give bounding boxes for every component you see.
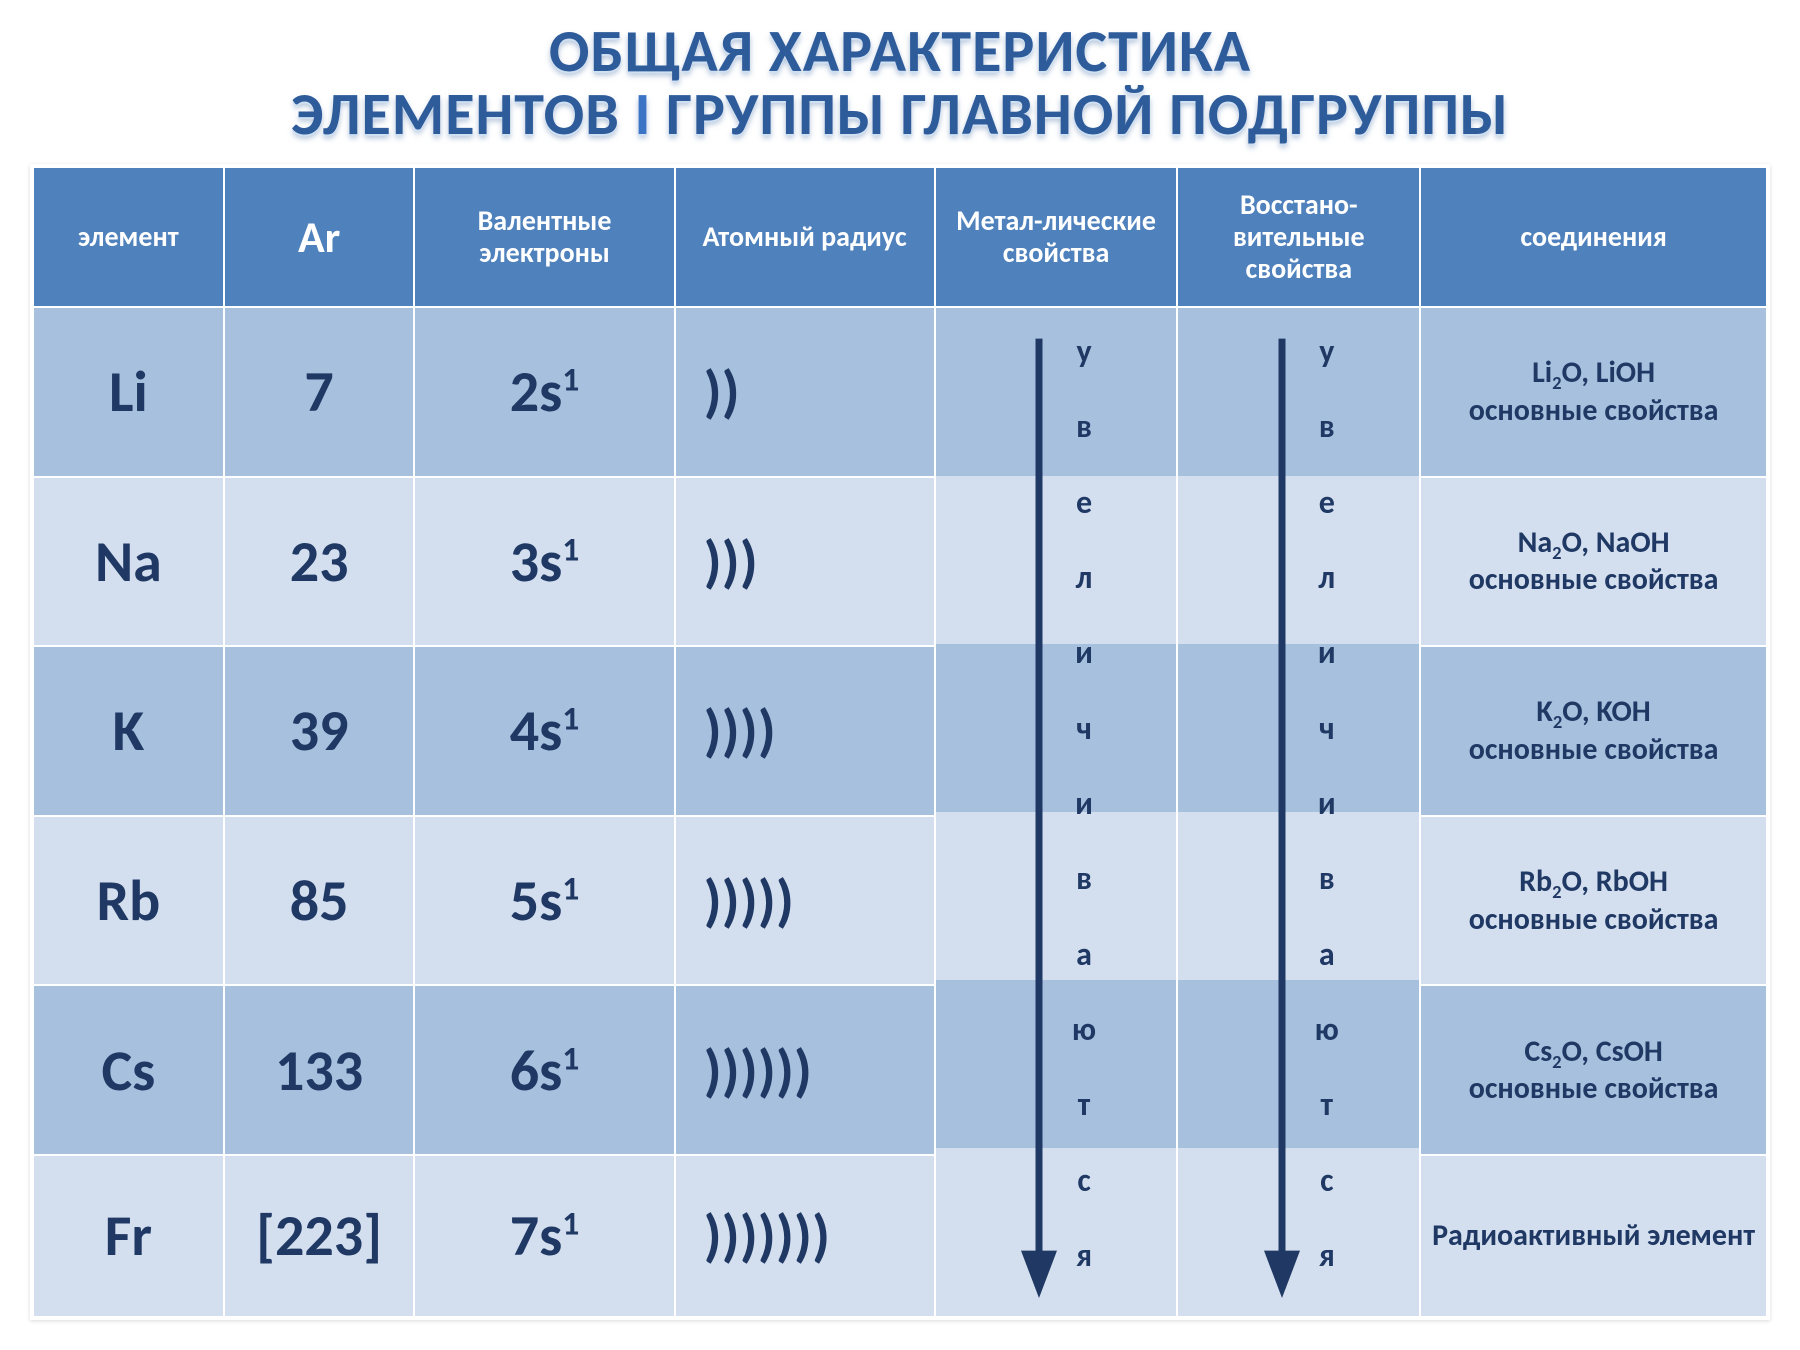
cell-valence: 2s1 <box>414 307 674 477</box>
cell-valence: 4s1 <box>414 646 674 816</box>
title-line-1: ОБЩАЯ ХАРАКТЕРИСТИКА <box>30 20 1770 83</box>
cell-ar: [223] <box>224 1155 415 1317</box>
col-radius: Атомный радиус <box>675 167 935 307</box>
cell-ar: 39 <box>224 646 415 816</box>
metallic-trend-cell: увеличиваются <box>935 307 1178 1317</box>
cell-radius: )) <box>675 307 935 477</box>
arrow-down-icon <box>1016 330 1062 1298</box>
table-row: Na 23 3s1 ))) Na2O, NaOH основные свойст… <box>33 477 1767 647</box>
metallic-trend-label: увеличиваются <box>1072 330 1096 1298</box>
characteristics-table: элемент Ar Валентные электроны Атомный р… <box>32 166 1768 1318</box>
cell-valence: 5s1 <box>414 816 674 986</box>
col-compounds: соединения <box>1420 167 1767 307</box>
cell-ar: 85 <box>224 816 415 986</box>
col-ar: Ar <box>224 167 415 307</box>
col-valence: Валентные электроны <box>414 167 674 307</box>
table-row: Fr [223] 7s1 ))))))) Радиоактивный элеме… <box>33 1155 1767 1317</box>
table-row: Li 7 2s1 )) увеличиваются <box>33 307 1767 477</box>
cell-ar: 23 <box>224 477 415 647</box>
cell-element: Cs <box>33 985 224 1155</box>
page-title: ОБЩАЯ ХАРАКТЕРИСТИКА ЭЛЕМЕНТОВ I ГРУППЫ … <box>30 20 1770 146</box>
cell-radius: ))))))) <box>675 1155 935 1317</box>
col-metallic: Метал-лические свойства <box>935 167 1178 307</box>
cell-radius: )))) <box>675 646 935 816</box>
cell-compound: Li2O, LiOH основные свойства <box>1420 307 1767 477</box>
title-line-2: ЭЛЕМЕНТОВ I ГРУППЫ ГЛАВНОЙ ПОДГРУППЫ <box>30 83 1770 146</box>
table-row: Rb 85 5s1 ))))) Rb2O, RbOH основные свой… <box>33 816 1767 986</box>
table-header-row: элемент Ar Валентные электроны Атомный р… <box>33 167 1767 307</box>
cell-element: Li <box>33 307 224 477</box>
cell-radius: )))))) <box>675 985 935 1155</box>
cell-element: Rb <box>33 816 224 986</box>
arrow-down-icon <box>1259 330 1305 1298</box>
cell-valence: 6s1 <box>414 985 674 1155</box>
cell-compound: K2O, KOH основные свойства <box>1420 646 1767 816</box>
cell-compound: Cs2O, CsOH основные свойства <box>1420 985 1767 1155</box>
reducing-trend-label: увеличиваются <box>1315 330 1339 1298</box>
cell-compound: Rb2O, RbOH основные свойства <box>1420 816 1767 986</box>
characteristics-table-wrap: элемент Ar Валентные электроны Атомный р… <box>30 164 1770 1320</box>
cell-element: Na <box>33 477 224 647</box>
col-element: элемент <box>33 167 224 307</box>
cell-valence: 7s1 <box>414 1155 674 1317</box>
cell-radius: ))) <box>675 477 935 647</box>
cell-element: Fr <box>33 1155 224 1317</box>
reducing-trend-cell: увеличиваются <box>1177 307 1420 1317</box>
cell-element: K <box>33 646 224 816</box>
table-row: Cs 133 6s1 )))))) Cs2O, CsOH основные св… <box>33 985 1767 1155</box>
cell-ar: 7 <box>224 307 415 477</box>
cell-ar: 133 <box>224 985 415 1155</box>
table-row: K 39 4s1 )))) K2O, KOH основные свойства <box>33 646 1767 816</box>
col-reducing: Восстано-вительные свойства <box>1177 167 1420 307</box>
cell-compound: Радиоактивный элемент <box>1420 1155 1767 1317</box>
cell-radius: ))))) <box>675 816 935 986</box>
cell-valence: 3s1 <box>414 477 674 647</box>
cell-compound: Na2O, NaOH основные свойства <box>1420 477 1767 647</box>
